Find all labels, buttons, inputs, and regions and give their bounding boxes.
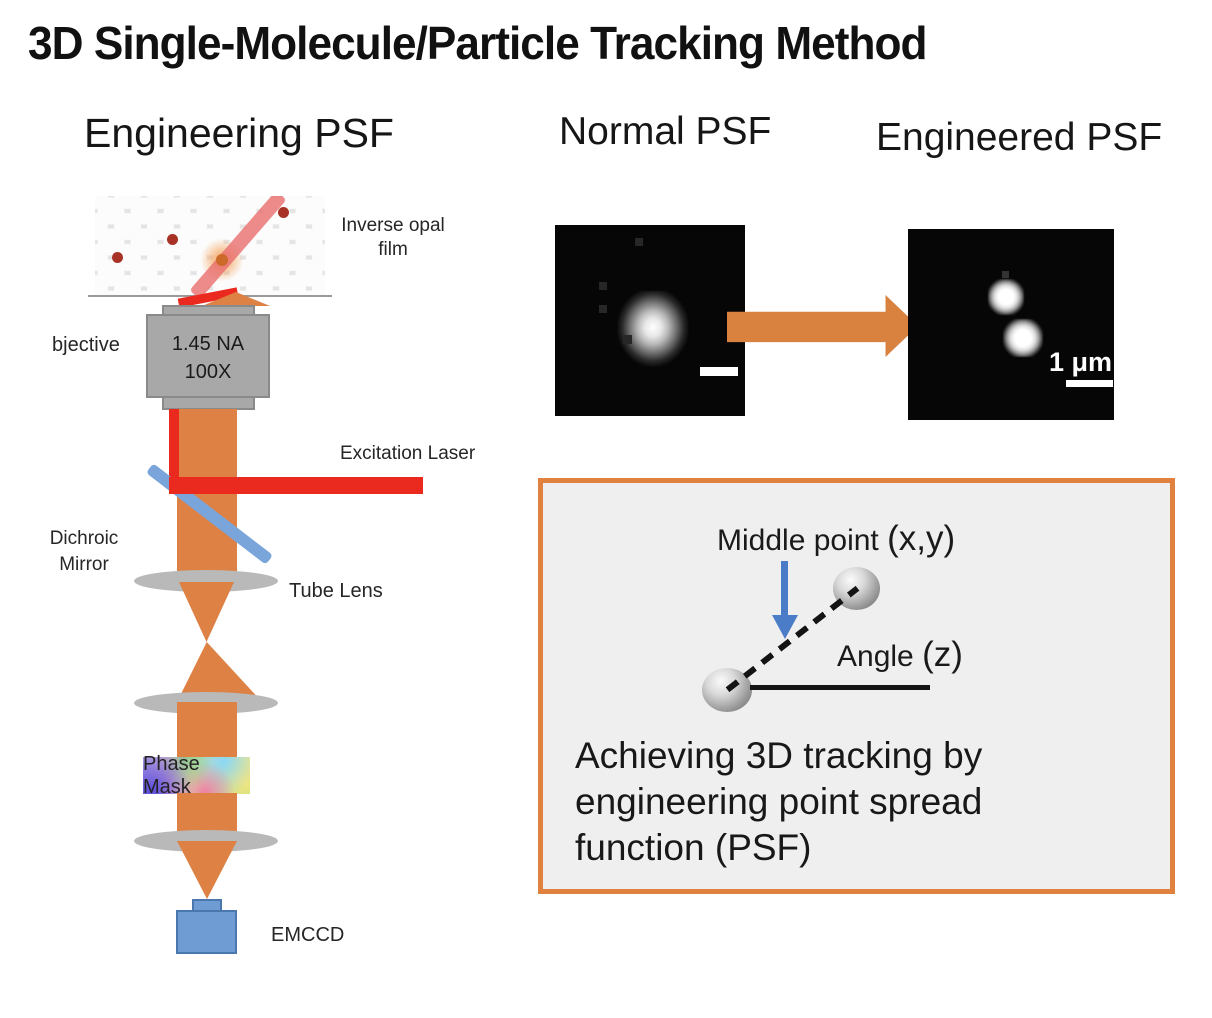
inverse-opal-film-label: Inverse opal film	[341, 215, 445, 260]
angle-coord: (z)	[922, 635, 963, 674]
engineering-psf-heading: Engineering PSF	[84, 110, 394, 156]
excitation-laser-label: Excitation Laser	[340, 443, 476, 464]
noise-pixel	[599, 282, 607, 290]
objective-body	[146, 314, 270, 398]
noise-pixel	[623, 335, 632, 344]
angle-label: Angle	[837, 640, 914, 673]
middle-point-arrow	[781, 561, 788, 615]
engineered-psf-image: 1 μm	[908, 229, 1114, 420]
noise-pixel	[599, 305, 607, 313]
explanation-box: Middle point (x,y) Angle (z) Achieving 3…	[538, 478, 1175, 894]
middle-point-label: Middle point	[717, 524, 879, 557]
particle-dot	[167, 234, 178, 245]
emccd-body	[176, 910, 237, 954]
middle-point-coord: (x,y)	[887, 519, 956, 558]
engineered-psf-heading: Engineered PSF	[876, 116, 1163, 159]
page-title: 3D Single-Molecule/Particle Tracking Met…	[28, 17, 928, 69]
engineered-psf-lobe-lower	[1003, 319, 1043, 357]
emission-beam-middle	[177, 702, 237, 759]
emccd-label: EMCCD	[271, 924, 345, 946]
engineered-psf-lobe-upper	[988, 279, 1024, 315]
excitation-laser-beam	[169, 477, 423, 494]
angle-reference-line	[750, 685, 930, 690]
dichroic-mirror-label: Dichroic Mirror	[49, 528, 119, 575]
noise-pixel	[1002, 271, 1009, 278]
normal-psf-heading: Normal PSF	[559, 110, 772, 153]
objective-spec-text: 1.45 NA 100X	[171, 333, 245, 383]
noise-pixel	[635, 238, 643, 246]
phase-mask-label: Phase Mask	[143, 752, 200, 798]
tube-lens-label: Tube Lens	[289, 580, 383, 602]
particle-dot	[112, 252, 123, 263]
excited-particle-dot	[216, 254, 228, 266]
objective-bottom-cap	[162, 396, 255, 410]
particle-dot	[278, 207, 289, 218]
laser-beam-vertical	[169, 409, 179, 487]
scale-bar-label: 1 μm	[1049, 347, 1113, 377]
normal-psf-spot	[617, 291, 689, 367]
middle-point-arrowhead-icon	[772, 615, 798, 639]
objective-label: bjective	[52, 334, 120, 356]
focusing-cone-upper	[179, 582, 234, 642]
scale-bar	[1066, 380, 1113, 387]
phase-mask-graphic: Phase Mask	[143, 753, 250, 798]
scale-bar	[700, 367, 738, 376]
middle-point-annotation: Middle point (x,y)	[717, 519, 955, 559]
normal-psf-image	[555, 225, 745, 416]
inverse-opal-film-graphic	[95, 196, 325, 296]
transform-arrow-icon	[727, 295, 918, 357]
box-caption: Achieving 3D tracking by engineering poi…	[575, 735, 983, 868]
tube-lens-graphic	[134, 570, 278, 592]
angle-annotation: Angle (z)	[837, 635, 963, 675]
focusing-cone-camera	[177, 841, 237, 899]
